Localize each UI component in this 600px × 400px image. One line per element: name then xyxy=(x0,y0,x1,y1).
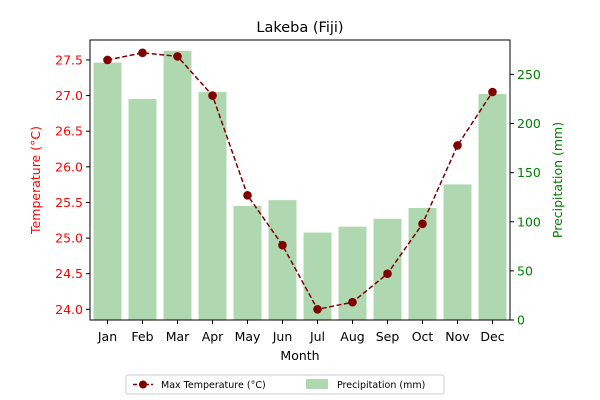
left-tick-label: 24.5 xyxy=(55,266,83,281)
x-tick-label: May xyxy=(235,329,261,344)
x-tick-label: Apr xyxy=(202,329,224,344)
precip-bar-mar xyxy=(163,50,192,321)
x-tick-label: Mar xyxy=(166,329,190,344)
left-tick-label: 25.5 xyxy=(55,195,83,210)
temperature-point-dec xyxy=(488,87,497,97)
precip-bar-jan xyxy=(93,62,122,320)
x-axis: Jan Feb Mar Apr May Jun Jul Aug Sep Oct Nov Dec xyxy=(97,320,505,344)
left-axis-label: Temperature (°C) xyxy=(28,126,43,235)
temperature-point-aug xyxy=(348,297,357,307)
x-tick-label: Jun xyxy=(272,329,293,344)
right-axis-label: Precipitation (mm) xyxy=(550,122,565,238)
x-tick-label: Jan xyxy=(97,329,117,344)
x-tick-label: Jul xyxy=(309,329,325,344)
left-axis: 24.0 24.5 25.0 25.5 26.0 26.5 27.0 27.5 xyxy=(55,52,90,317)
x-tick-label: Aug xyxy=(340,329,364,344)
left-tick-label: 26.0 xyxy=(55,159,83,174)
left-tick-label: 27.5 xyxy=(55,52,83,67)
right-tick-label: 0 xyxy=(517,313,525,328)
line-layer xyxy=(103,48,497,314)
precip-bar-jun xyxy=(268,200,297,320)
temperature-line xyxy=(107,52,494,311)
right-tick-label: 150 xyxy=(517,165,541,180)
temperature-point-may xyxy=(243,191,252,200)
left-tick-label: 25.0 xyxy=(55,231,83,246)
legend-entry-precipitation: Precipitation (mm) xyxy=(337,380,425,391)
temperature-point-nov xyxy=(453,141,462,150)
legend-marker-swatch xyxy=(139,380,147,389)
right-tick-label: 50 xyxy=(517,263,533,278)
left-tick-label: 24.0 xyxy=(55,302,83,317)
temperature-point-sep xyxy=(383,269,392,278)
temperature-point-jul xyxy=(313,305,322,314)
precip-bar-apr xyxy=(198,92,227,320)
legend-box xyxy=(125,374,445,395)
legend: Max Temperature (°C) Precipitation (mm) xyxy=(125,374,445,395)
x-tick-label: Nov xyxy=(445,329,470,344)
legend-entry-temperature: Max Temperature (°C) xyxy=(161,380,266,391)
right-tick-label: 100 xyxy=(517,214,541,229)
x-tick-label: Oct xyxy=(412,329,434,344)
plot-frame xyxy=(89,39,511,321)
x-tick-label: Dec xyxy=(480,329,504,344)
x-tick-label: Feb xyxy=(131,329,153,344)
precip-bar-may xyxy=(233,206,262,320)
right-axis: 0 50 100 150 200 250 xyxy=(510,67,541,328)
temperature-point-feb xyxy=(138,48,147,58)
precip-bar-feb xyxy=(128,98,157,320)
left-tick-label: 27.0 xyxy=(55,88,83,103)
temperature-point-jun xyxy=(278,240,287,250)
temperature-point-jan xyxy=(103,55,112,65)
x-tick-label: Sep xyxy=(376,329,400,344)
x-axis-label: Month xyxy=(280,348,319,363)
precip-bar-nov xyxy=(443,184,472,320)
right-tick-label: 200 xyxy=(517,116,541,131)
right-tick-label: 250 xyxy=(517,67,541,82)
legend-bar-swatch xyxy=(306,379,328,389)
temperature-point-mar xyxy=(173,52,182,61)
precip-bar-dec xyxy=(478,94,507,320)
left-tick-label: 26.5 xyxy=(55,124,83,139)
temperature-point-apr xyxy=(208,91,217,100)
chart-title: Lakeba (Fiji) xyxy=(256,20,343,36)
temperature-point-oct xyxy=(418,219,427,229)
